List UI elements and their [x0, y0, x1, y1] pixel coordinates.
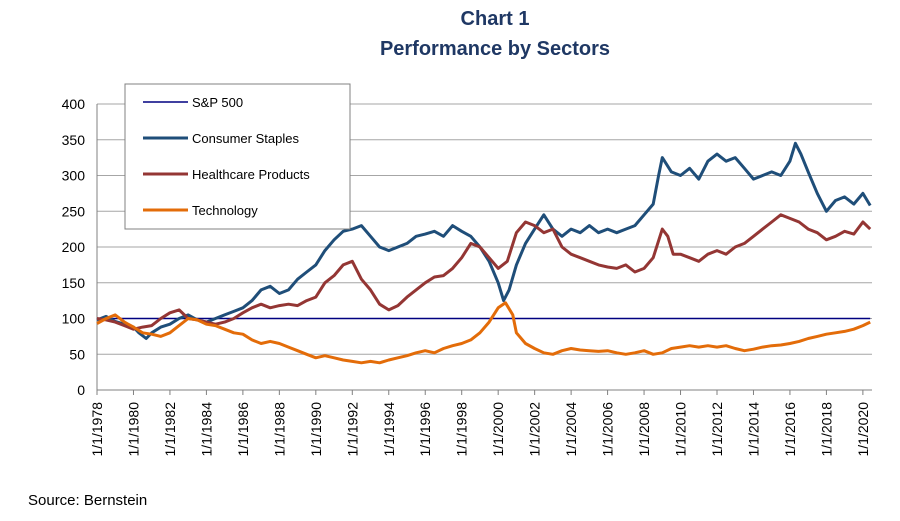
series-line-consumer-staples	[96, 141, 872, 340]
legend-entry: Technology	[192, 203, 258, 218]
y-tick-label: 400	[62, 96, 86, 112]
legend-entry: S&P 500	[192, 95, 243, 110]
legend: S&P 500 Consumer Staples Healthcare Produc…	[124, 83, 351, 230]
y-tick-label: 150	[62, 275, 86, 291]
x-tick-label: 1/1/2018	[818, 402, 834, 457]
y-tick-label: 50	[69, 346, 85, 362]
legend-box	[124, 83, 351, 230]
x-tick-label: 1/1/2004	[563, 402, 579, 457]
x-tick-label: 1/1/2014	[745, 402, 761, 457]
x-tick-label: 1/1/2008	[636, 402, 652, 457]
chart-subtitle: Performance by Sectors	[380, 38, 610, 60]
x-tick-label: 1/1/1994	[381, 402, 397, 457]
x-tick-label: 1/1/1984	[198, 402, 214, 457]
y-tick-label: 350	[62, 132, 86, 148]
x-tick-label: 1/1/1990	[308, 402, 324, 457]
axes: 0 50 100 150 200 250 300 350 400 1/1/1978 1/1/1980…	[62, 96, 872, 457]
x-tick-label: 1/1/1992	[344, 402, 360, 457]
x-tick-label: 1/1/1996	[417, 402, 433, 457]
y-tick-label: 250	[62, 203, 86, 219]
y-tick-label: 0	[77, 382, 85, 398]
y-tick-label: 100	[62, 311, 86, 327]
legend-entry: Healthcare Products	[192, 167, 310, 182]
x-tick-label: 1/1/2002	[527, 402, 543, 457]
series-line-technology	[96, 301, 871, 365]
x-tick-label: 1/1/2020	[855, 402, 871, 457]
x-tick-label: 1/1/1998	[454, 402, 470, 457]
x-tick-label: 1/1/1978	[89, 402, 105, 457]
x-tick-label: 1/1/2010	[673, 402, 689, 457]
legend-entry: Consumer Staples	[192, 131, 299, 146]
x-tick-label: 1/1/2012	[709, 402, 725, 457]
x-tick-label: 1/1/2016	[782, 402, 798, 457]
x-tick-label: 1/1/2006	[600, 402, 616, 457]
x-tick-label: 1/1/1980	[125, 402, 141, 457]
x-tick-label: 1/1/2000	[490, 402, 506, 457]
series-group	[96, 141, 872, 365]
line-chart: Chart 1 Performance by Sectors 0 50 100 150…	[62, 8, 872, 457]
x-tick-label: 1/1/1986	[235, 402, 251, 457]
chart-title: Chart 1	[461, 8, 530, 30]
y-tick-label: 200	[62, 239, 86, 255]
x-tick-label: 1/1/1982	[162, 402, 178, 457]
series-line-healthcare-products	[96, 213, 872, 331]
x-tick-label: 1/1/1988	[271, 402, 287, 457]
y-tick-label: 300	[62, 168, 86, 184]
source-note: Source: Bernstein	[28, 492, 148, 509]
